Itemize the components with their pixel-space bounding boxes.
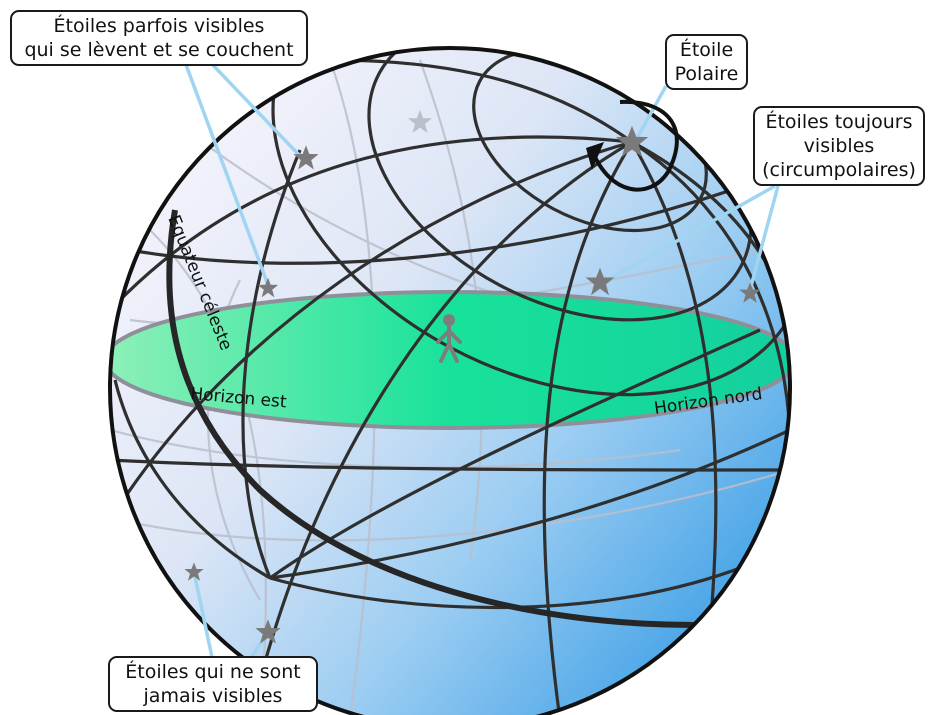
callout-line: Étoiles qui ne sont <box>125 661 301 683</box>
callout-never-visible: Étoiles qui ne sont jamais visibles <box>108 656 318 712</box>
observer-icon <box>436 314 462 363</box>
callout-line: jamais visibles <box>143 685 283 707</box>
callout-sometimes-visible: Étoiles parfois visibles qui se lèvent e… <box>10 10 308 66</box>
callout-line: visibles <box>803 135 875 157</box>
celestial-equator-line <box>166 209 790 628</box>
callout-line: Étoiles parfois visibles <box>53 15 265 37</box>
rotation-arrow-icon <box>590 99 679 192</box>
callout-line: Étoiles toujours <box>765 111 913 133</box>
callout-line: Étoile <box>679 39 734 61</box>
callout-line: (circumpolaires) <box>762 159 916 181</box>
callout-polaris: Étoile Polaire <box>665 34 748 90</box>
sphere-outline <box>108 46 792 715</box>
callout-line: qui se lèvent et se couchent <box>24 39 294 61</box>
callout-always-visible: Étoiles toujours visibles (circumpolaire… <box>753 106 925 186</box>
callout-line: Polaire <box>674 63 739 85</box>
rotation-arrow-head-icon <box>586 142 604 170</box>
sphere-grid <box>110 48 790 715</box>
